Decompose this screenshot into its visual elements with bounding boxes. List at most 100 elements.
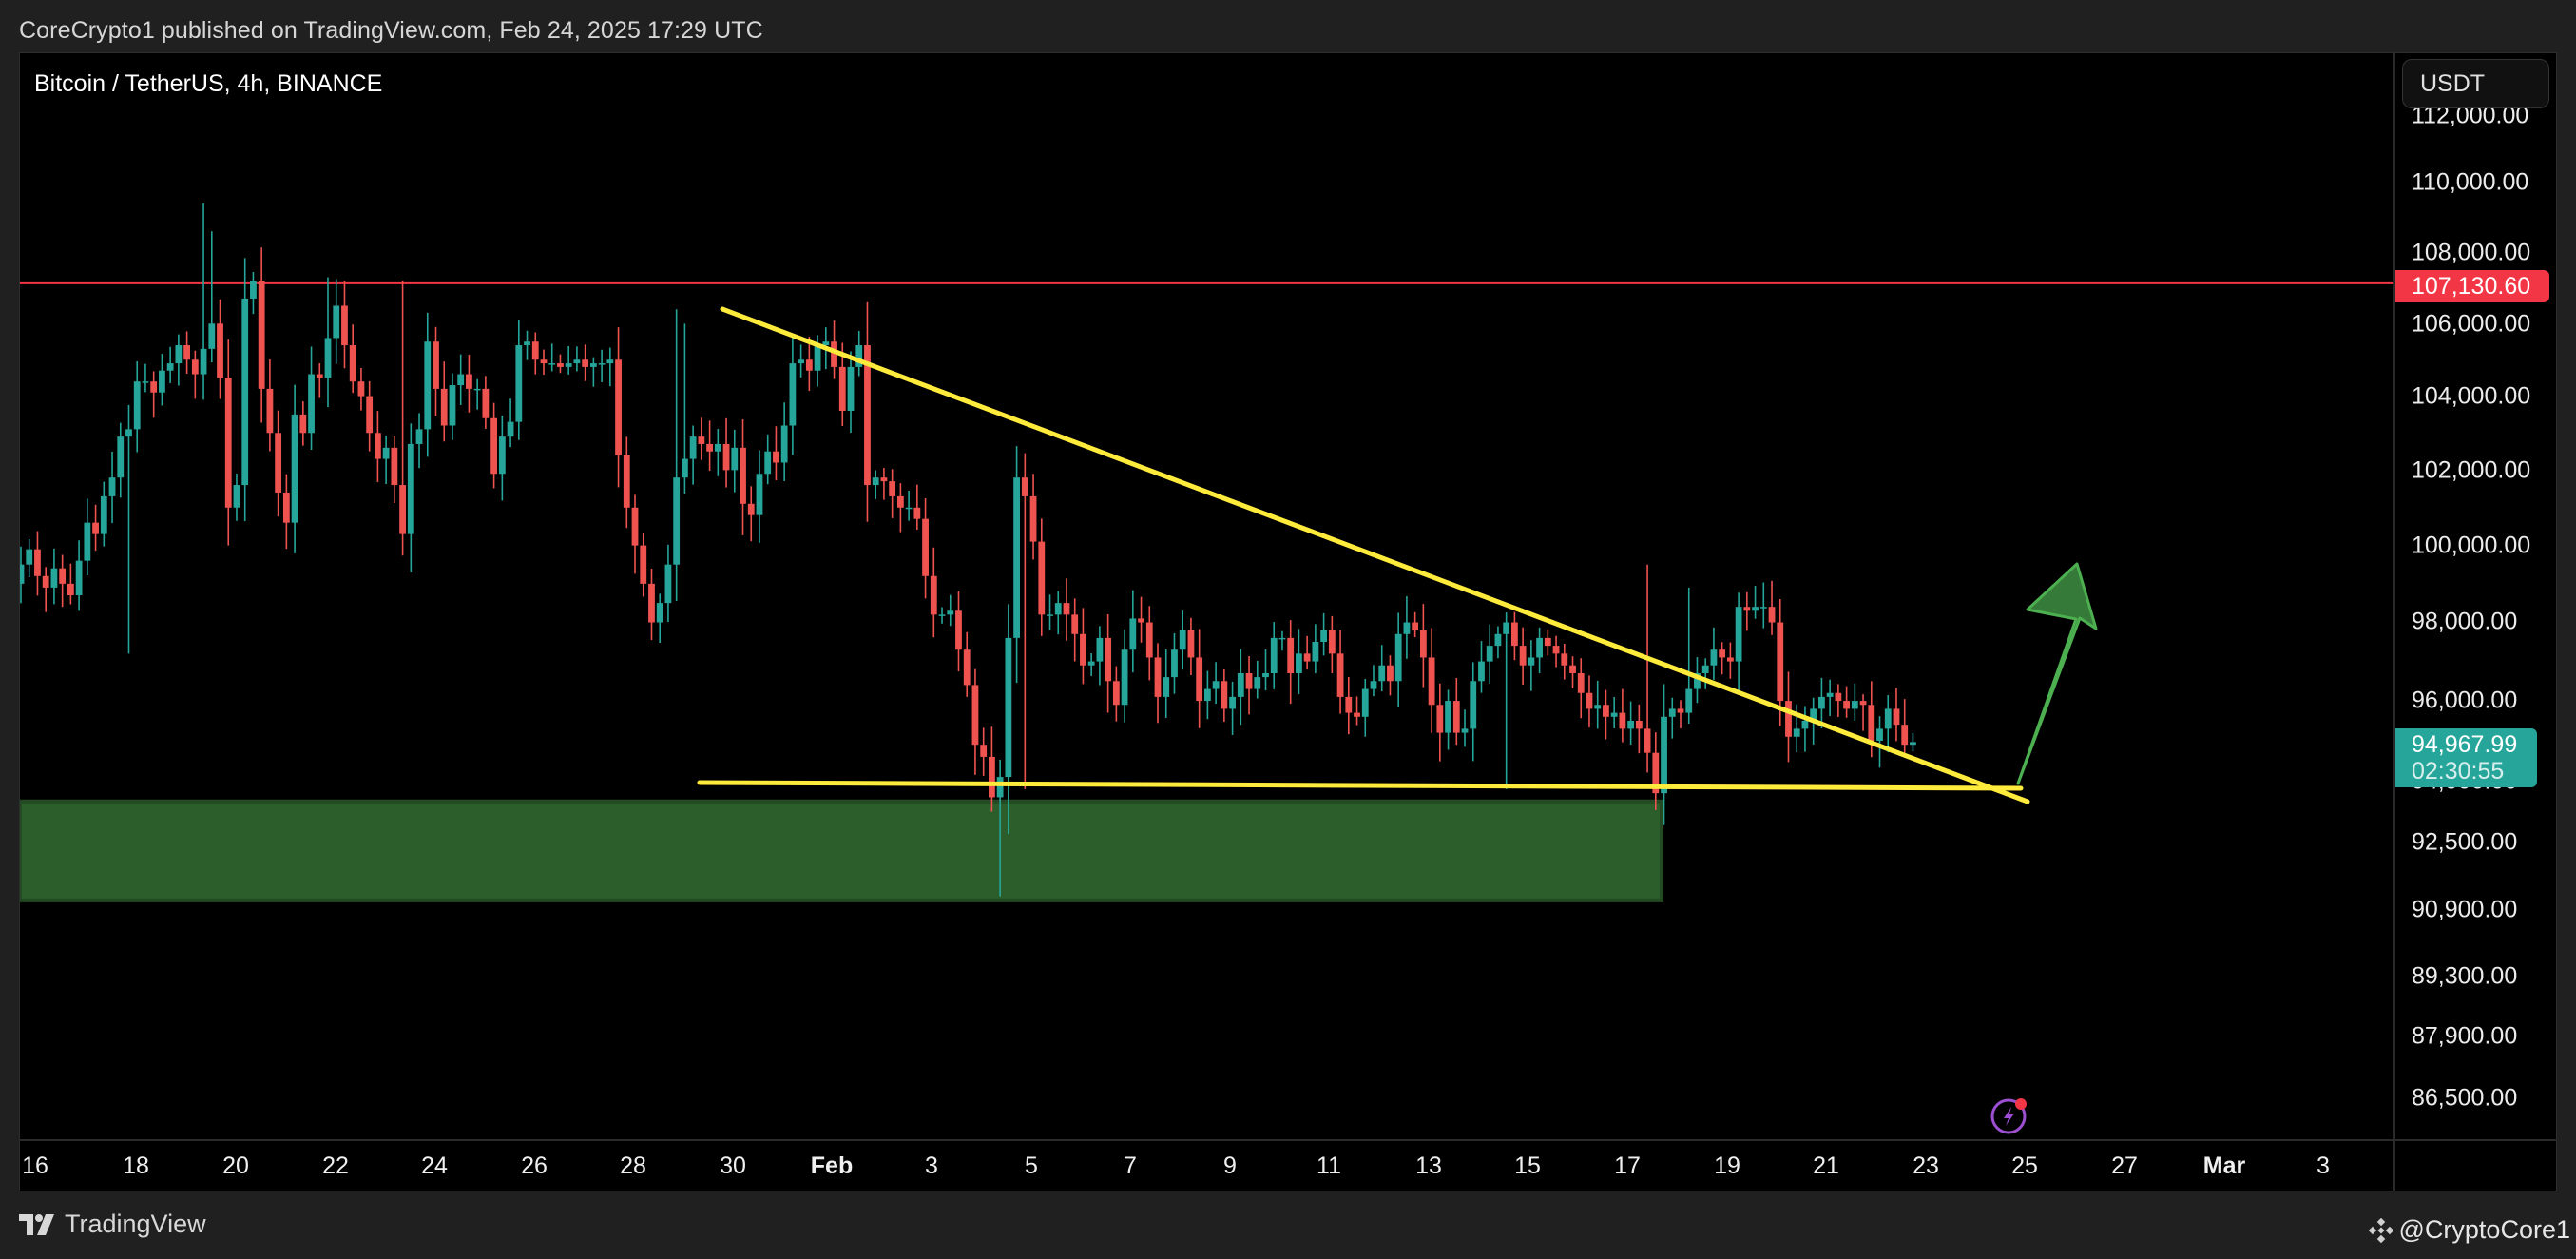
candle-down [1569,656,1576,689]
candle-up [166,346,174,383]
candle-up [1759,582,1767,629]
candle-up [1801,706,1809,752]
candle-down [191,350,199,399]
price-tick: 92,500.00 [2412,828,2518,856]
candle-up [250,271,257,315]
currency-button[interactable]: USDT [2402,59,2549,108]
candle-up [142,363,149,393]
tradingview-logo-icon [19,1213,54,1235]
candle-up [382,436,390,485]
candle-up [1661,684,1667,825]
candle-down [1071,598,1079,662]
candle-up [1685,587,1693,725]
candle-down [930,547,937,638]
candle-down [433,326,439,416]
candle-down [1080,608,1086,685]
candle-down [1586,675,1593,728]
candle-up [415,413,423,469]
author-handle[interactable]: @CryptoCore1 [2368,1215,2570,1245]
chart-frame[interactable] [19,52,2557,1191]
candle-up [664,544,672,623]
candle-up [689,425,697,485]
candle-up [1296,629,1302,695]
lightning-icon[interactable] [1990,1095,2029,1135]
candle-up [1610,697,1618,728]
time-tick: 7 [1124,1152,1137,1179]
support-line[interactable] [697,780,2024,791]
time-tick: 23 [1913,1152,1939,1179]
candle-up [1752,585,1759,619]
candle-down [282,474,290,550]
candle-down [67,563,74,605]
candle-down [1577,658,1585,719]
candle-up [1320,612,1328,656]
candle-down [258,247,265,423]
candle-down [349,324,356,394]
demand-zone-rect[interactable] [20,799,1663,902]
candle-down [275,410,282,517]
candle-down [1743,591,1751,631]
candle-down [1843,686,1850,718]
candle-down [1644,564,1651,773]
price-tick: 110,000.00 [2412,168,2529,196]
candle-up [1470,662,1477,762]
candle-up [1262,649,1269,691]
candle-up [1254,660,1261,699]
price-tick: 96,000.00 [2412,687,2518,714]
candle-down [1785,671,1792,763]
price-tick: 108,000.00 [2412,239,2531,266]
time-tick: 30 [720,1152,746,1179]
candle-down [1777,599,1784,726]
candle-up [1312,624,1319,674]
candle-down [224,339,232,546]
candle-up [573,346,581,372]
time-tick: 18 [123,1152,149,1179]
candle-down [183,331,190,374]
candle-up [407,423,414,572]
candle-up [1270,622,1278,689]
candle-up [26,538,33,578]
trendlines[interactable] [697,306,2030,804]
candle-up [1403,596,1411,659]
price-tick: 102,000.00 [2412,456,2531,484]
price-tick: 98,000.00 [2412,608,2518,635]
time-tick: 21 [1813,1152,1839,1179]
up-arrow-annotation[interactable] [2016,562,2098,785]
candle-down [1901,699,1909,756]
candle-up [764,434,772,485]
candle-up [1478,641,1485,693]
tradingview-logo[interactable]: TradingView [19,1210,206,1239]
candle-down [1436,683,1444,762]
candle-up [947,594,954,627]
candle-up [606,347,614,387]
candle-up [1910,732,1916,752]
time-tick: 19 [1714,1152,1740,1179]
time-tick: 11 [1317,1152,1341,1179]
candle-down [640,532,647,597]
candle-down [963,631,971,697]
candle-up [1237,649,1244,726]
candle-up [200,203,207,400]
candle-down [1677,700,1684,729]
up-arrow-shape[interactable] [2016,562,2098,785]
candle-down [1619,688,1626,743]
candle-up [20,546,25,604]
candle-down [266,358,274,452]
candle-up [855,330,863,377]
candle-down [1519,627,1527,686]
candle-up [1096,626,1104,686]
candle-down [391,436,398,504]
candle-down [1112,666,1120,722]
candle-up [1121,629,1128,723]
time-tick: 5 [1025,1152,1038,1179]
candle-down [1196,629,1203,728]
candle-down [864,301,871,522]
candle-up [324,277,332,408]
descending-trendline[interactable] [720,306,2030,804]
symbol-title: Bitcoin / TetherUS, 4h, BINANCE [34,70,383,97]
candle-down [374,411,381,483]
candle-up [1171,632,1178,694]
published-caption: CoreCrypto1 published on TradingView.com… [19,17,763,44]
candle-down [1419,604,1427,688]
